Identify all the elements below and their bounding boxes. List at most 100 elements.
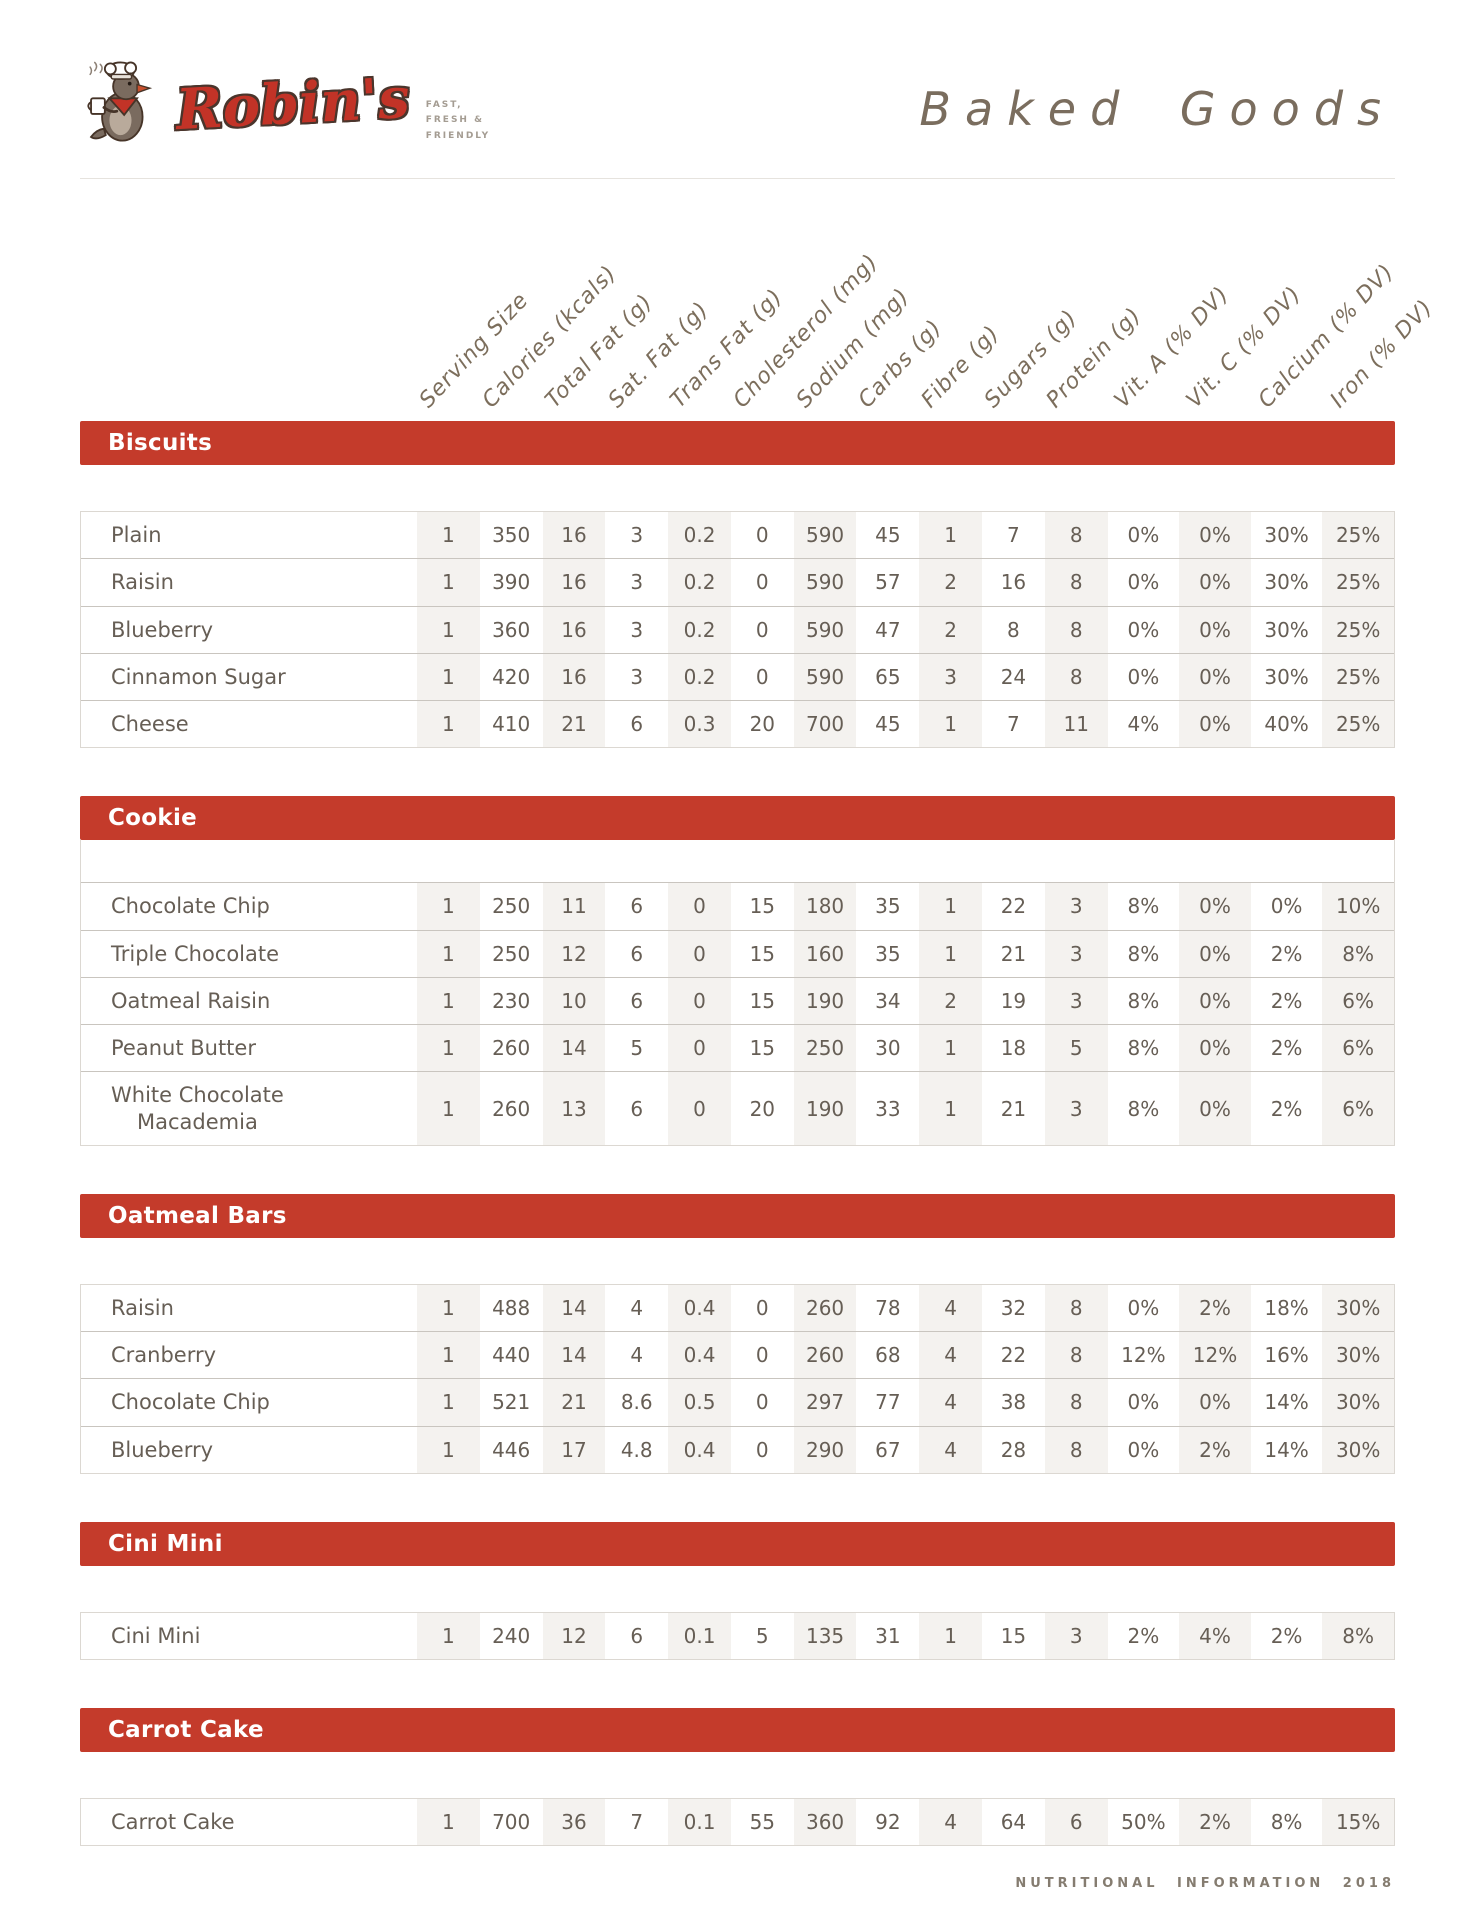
item-name-text: Raisin (111, 570, 174, 595)
value-vit-a-dv: 50% (1121, 1810, 1166, 1835)
value-vit-a-dv: 0% (1127, 570, 1160, 595)
value-calcium-dv: 18% (1264, 1295, 1309, 1320)
page-header: Robin's FAST, FRESH & FRIENDLY Baked Goods (80, 56, 1395, 160)
value-fibre-g: 4 (919, 1332, 983, 1379)
value-serving-size: 1 (417, 653, 480, 700)
value-sugars-g: 16 (1000, 570, 1027, 595)
value-serving-size: 1 (417, 977, 480, 1024)
value-vit-c-dv: 2% (1179, 1799, 1251, 1846)
value-calories-kcals: 521 (492, 1390, 531, 1415)
value-calcium-dv: 30% (1264, 570, 1309, 595)
value-iron-dv: 25% (1322, 606, 1394, 653)
column-header-sodium-mg: Sodium (mg) (791, 283, 915, 413)
value-fibre-g: 2 (919, 606, 983, 653)
item-name: Raisin (81, 559, 417, 605)
value-total-fat-g: 16 (542, 606, 606, 653)
value-calcium-dv: 16% (1264, 1343, 1309, 1368)
value-carbs-g: 57 (875, 570, 901, 595)
item-name-text: Cinnamon Sugar (111, 664, 286, 689)
value-sugars-g: 15 (1000, 1623, 1027, 1648)
value-calories-kcals: 440 (492, 1343, 531, 1368)
value-trans-fat-g: 0.1 (668, 1612, 731, 1659)
value-serving-size: 1 (417, 1612, 480, 1659)
value-cholesterol-mg: 20 (749, 712, 776, 737)
table-row-blueberry: Blueberry 1 446 17 4.8 0.4 0 290 67 4 28 8 0% 2% 14% 30… (81, 1425, 1394, 1473)
value-trans-fat-g: 0 (668, 1072, 731, 1145)
value-cholesterol-mg: 0 (755, 617, 769, 642)
value-sat-fat-g: 8.6 (620, 1390, 653, 1415)
value-iron-dv: 6% (1322, 1025, 1394, 1072)
value-vit-a-dv: 0% (1127, 1295, 1160, 1320)
value-trans-fat-g: 0.2 (668, 653, 731, 700)
item-name-text: Blueberry (111, 617, 214, 642)
value-protein-g: 3 (1044, 1072, 1108, 1145)
item-name-text: Cheese (111, 712, 189, 736)
value-protein-g: 3 (1044, 930, 1108, 977)
value-fibre-g: 1 (919, 701, 983, 748)
value-sodium-mg: 700 (793, 701, 857, 748)
value-calories-kcals: 240 (492, 1623, 531, 1648)
value-sodium-mg: 590 (793, 653, 857, 700)
value-fibre-g: 1 (919, 883, 983, 930)
value-vit-c-dv: 0% (1179, 1379, 1251, 1426)
item-name: Blueberry (81, 1427, 417, 1473)
value-calories-kcals: 260 (492, 1036, 531, 1061)
value-vit-c-dv: 0% (1179, 977, 1251, 1024)
value-sat-fat-g: 6 (630, 941, 644, 966)
section-title: Carrot Cake (108, 1717, 264, 1743)
value-protein-g: 8 (1044, 1426, 1108, 1473)
value-sodium-mg: 360 (793, 1799, 857, 1846)
value-vit-c-dv: 4% (1179, 1612, 1251, 1659)
value-carbs-g: 35 (875, 894, 901, 919)
value-vit-a-dv: 0% (1127, 664, 1160, 689)
value-carbs-g: 67 (875, 1437, 901, 1462)
table-row-oatmeal-raisin: Oatmeal Raisin 1 230 10 6 0 15 190 34 2 19 3 8% 0% 2% 6… (81, 976, 1394, 1024)
value-sat-fat-g: 3 (630, 570, 644, 595)
value-protein-g: 3 (1044, 1612, 1108, 1659)
table-row-peanut-butter: Peanut Butter 1 260 14 5 0 15 250 30 1 18 5 8% 0% 2% 6% (81, 1024, 1394, 1072)
value-calories-kcals: 230 (492, 988, 531, 1013)
section-biscuits: Biscuits Plain 1 350 16 3 0.2 0 590 45 1 7 8 0% 0% 30% 2… (80, 421, 1395, 749)
page-title: Baked Goods (919, 82, 1395, 136)
table-row-cini-mini: Cini Mini 1 240 12 6 0.1 5 135 31 1 15 3 2% 4% 2% 8% (81, 1612, 1394, 1659)
value-vit-c-dv: 2% (1179, 1284, 1251, 1331)
item-name: Chocolate Chip (81, 883, 417, 929)
section-carrot-cake: Carrot Cake Carrot Cake 1 700 36 7 0.1 55 360 92 4… (80, 1708, 1395, 1847)
section-oatmeal-bars: Oatmeal Bars Raisin 1 488 14 4 0.4 0 260 78 4 32 8 0%… (80, 1193, 1395, 1474)
brand-tagline-line: FAST, (425, 100, 463, 111)
value-protein-g: 8 (1044, 512, 1108, 559)
value-fibre-g: 1 (919, 1072, 983, 1145)
value-sodium-mg: 250 (793, 1025, 857, 1072)
value-serving-size: 1 (417, 1072, 480, 1145)
value-serving-size: 1 (417, 1799, 480, 1846)
section-title: Cini Mini (108, 1530, 223, 1557)
brand-wordmark: Robin's (174, 64, 412, 144)
value-calcium-dv: 30% (1264, 523, 1309, 548)
value-protein-g: 11 (1044, 701, 1108, 748)
value-carbs-g: 92 (875, 1810, 901, 1835)
value-calories-kcals: 350 (492, 523, 531, 548)
table-row-cranberry: Cranberry 1 440 14 4 0.4 0 260 68 4 22 8 12% 12% 16% 30… (81, 1331, 1394, 1379)
brand-tagline: FAST, FRESH & FRIENDLY (426, 98, 490, 144)
table-row-chocolate-chip: Chocolate Chip 1 521 21 8.6 0.5 0 297 77 4 38 8 0% 0%… (81, 1378, 1394, 1426)
value-cholesterol-mg: 15 (749, 1036, 776, 1061)
value-sodium-mg: 590 (793, 606, 857, 653)
value-vit-c-dv: 0% (1179, 1072, 1251, 1145)
item-name: Cranberry (81, 1332, 417, 1378)
value-cholesterol-mg: 5 (755, 1623, 769, 1648)
value-vit-c-dv: 12% (1179, 1332, 1251, 1379)
value-iron-dv: 25% (1322, 559, 1394, 606)
value-vit-c-dv: 0% (1179, 883, 1251, 930)
value-sat-fat-g: 6 (630, 894, 644, 919)
value-calories-kcals: 700 (492, 1810, 531, 1835)
brand-tagline-line: FRESH & (425, 115, 484, 126)
value-vit-a-dv: 0% (1127, 1437, 1160, 1462)
value-iron-dv: 15% (1322, 1799, 1394, 1846)
value-vit-a-dv: 8% (1127, 988, 1160, 1013)
section-cookie: Cookie Chocolate Chip 1 250 11 6 0 15 180 35 1 22 3 8… (80, 796, 1395, 1146)
value-serving-size: 1 (417, 512, 480, 559)
value-protein-g: 3 (1044, 977, 1108, 1024)
table-row-triple-chocolate: Triple Chocolate 1 250 12 6 0 15 160 35 1 21 3 8% 0% 2… (81, 929, 1394, 977)
value-sat-fat-g: 3 (630, 617, 644, 642)
value-calcium-dv: 40% (1264, 712, 1309, 737)
